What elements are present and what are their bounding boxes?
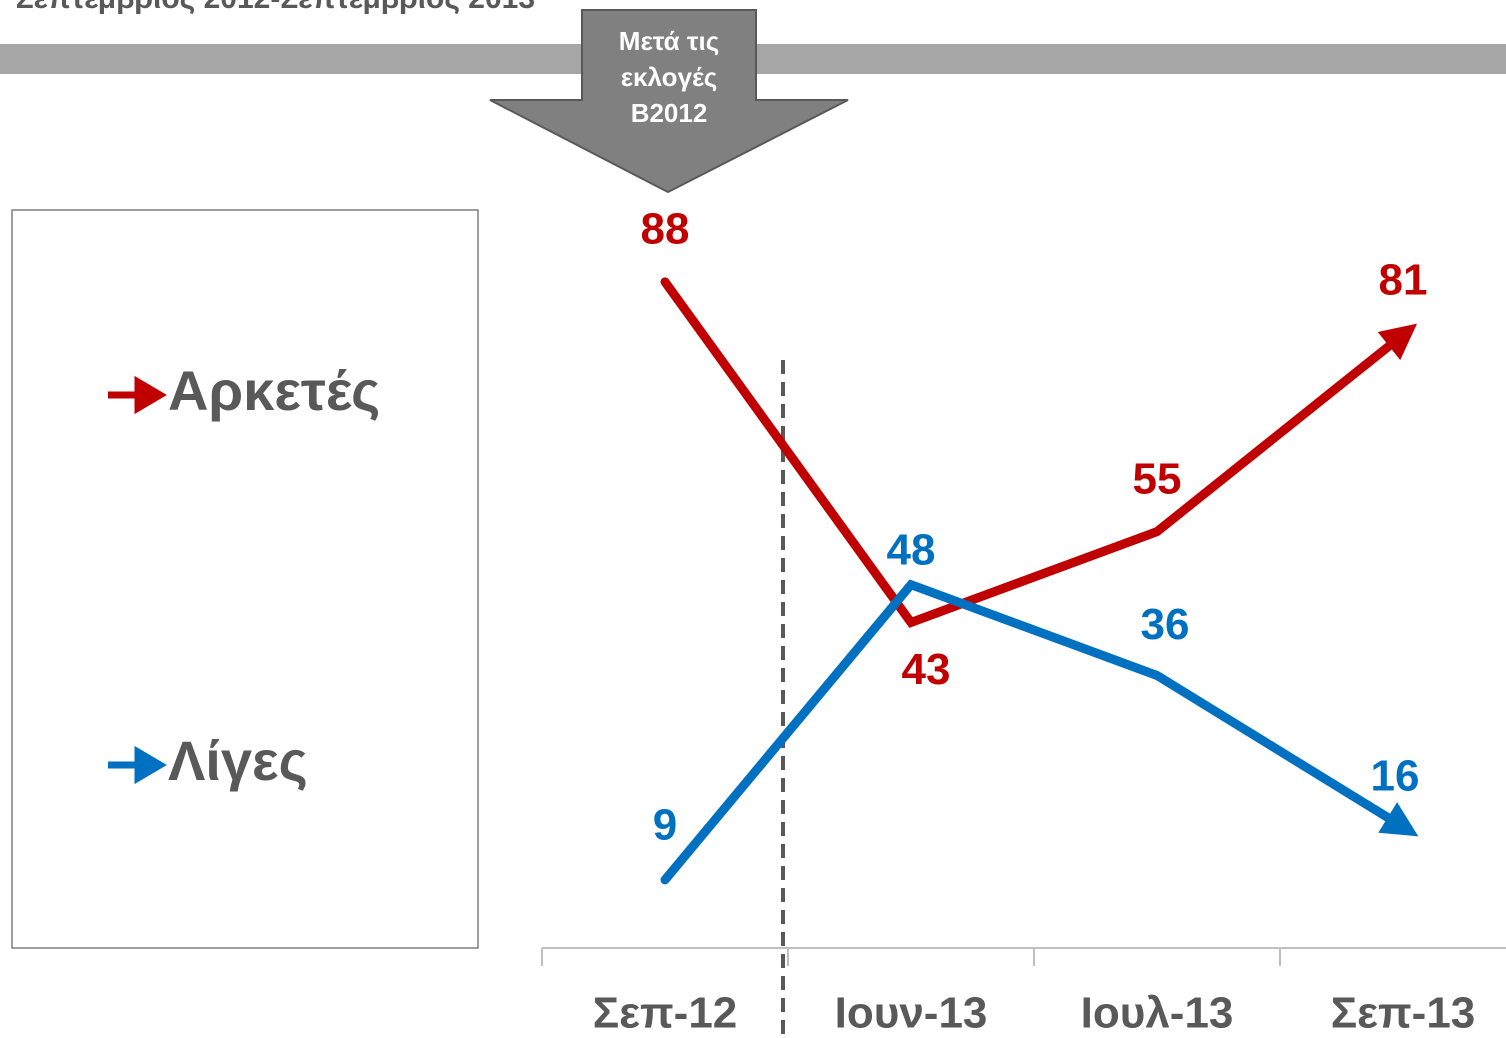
data-label: 55: [1133, 454, 1182, 503]
data-label: 9: [653, 800, 677, 849]
legend-arrow: [108, 375, 167, 415]
annotation-arrow: [489, 9, 849, 194]
x-tick-label: Σεπ-12: [593, 989, 738, 1038]
legend-box: [11, 209, 479, 949]
legend-label: Αρκετές: [168, 359, 380, 422]
annotation-line: Β2012: [631, 98, 708, 128]
line-series: [660, 277, 1418, 628]
legend-arrow: [108, 745, 167, 785]
data-label: 16: [1371, 752, 1420, 801]
data-label: 88: [641, 204, 690, 253]
annotation-line: εκλογές: [621, 62, 718, 92]
annotation-line: Μετά τις: [619, 26, 719, 56]
line-series: [660, 579, 1419, 885]
x-tick-label: Ιουλ-13: [1081, 989, 1234, 1038]
x-tick-label: Ιουν-13: [835, 989, 988, 1038]
data-label: 36: [1141, 600, 1190, 649]
legend-label: Λίγες: [168, 729, 308, 792]
x-tick-label: Σεπ-13: [1331, 989, 1476, 1038]
data-label: 43: [902, 645, 951, 694]
data-label: 48: [887, 525, 936, 574]
data-label: 81: [1379, 255, 1428, 304]
annotation: Μετά τις εκλογές Β2012: [619, 26, 719, 128]
chart-title: Σεπτέμβριος 2012-Σεπτέμβριος 2013: [16, 0, 535, 15]
